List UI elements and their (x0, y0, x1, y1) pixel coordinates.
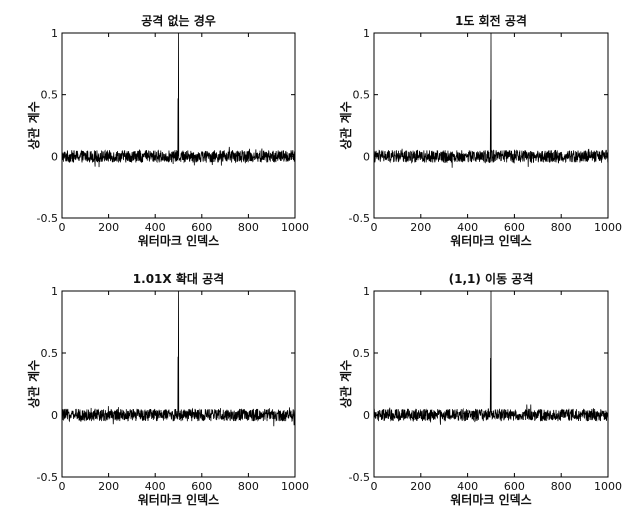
x-tick-label: 0 (371, 221, 378, 234)
x-tick-label: 0 (59, 480, 66, 493)
x-tick-label: 600 (191, 480, 212, 493)
x-tick-label: 800 (238, 221, 259, 234)
series-line (373, 290, 609, 425)
y-tick-label: 1 (51, 285, 58, 298)
chart-title: 공격 없는 경우 (141, 13, 216, 28)
x-axis-label: 워터마크 인덱스 (138, 492, 219, 507)
y-tick-label: 0.5 (41, 347, 59, 360)
y-tick-label: -0.5 (37, 212, 58, 225)
x-tick-label: 0 (371, 480, 378, 493)
chart-panel-4: (1,1) 이동 공격0 200 400 600 800 100010.50-0.5워터마… (338, 271, 622, 507)
y-tick-label: -0.5 (37, 471, 58, 484)
y-axis-label: 상관 계수 (26, 360, 41, 408)
series-line (61, 32, 296, 168)
y-tick-label: 0 (363, 409, 370, 422)
x-axis-label: 워터마크 인덱스 (450, 233, 531, 248)
y-tick-label: -0.5 (349, 212, 370, 225)
x-tick-label: 400 (145, 221, 166, 234)
x-tick-label: 200 (98, 480, 119, 493)
x-tick-label: 800 (551, 221, 572, 234)
x-tick-label: 600 (504, 480, 525, 493)
chart-panel-3: 1.01X 확대 공격0 200 400 600 800 100010.50-0.5워터마… (26, 271, 309, 507)
y-tick-label: 0.5 (353, 347, 371, 360)
x-tick-label: 200 (410, 221, 431, 234)
x-tick-label: 1000 (281, 221, 309, 234)
y-tick-label: 0 (51, 409, 58, 422)
x-tick-label: 1000 (594, 221, 622, 234)
y-tick-label: 1 (363, 285, 370, 298)
chart-title: 1.01X 확대 공격 (133, 271, 224, 286)
x-tick-label: 200 (410, 480, 431, 493)
y-tick-label: 0 (51, 150, 58, 163)
y-tick-label: 0.5 (41, 89, 59, 102)
x-tick-label: 1000 (281, 480, 309, 493)
x-tick-label: 1000 (594, 480, 622, 493)
y-tick-label: 1 (363, 27, 370, 40)
y-axis-label: 상관 계수 (26, 101, 41, 149)
y-tick-label: 1 (51, 27, 58, 40)
y-tick-label: 0 (363, 150, 370, 163)
x-axis-label: 워터마크 인덱스 (138, 233, 219, 248)
x-tick-label: 400 (145, 480, 166, 493)
series-line (373, 32, 609, 168)
chart-title: 1도 회전 공격 (455, 13, 527, 28)
x-tick-label: 400 (457, 221, 478, 234)
x-tick-label: 800 (551, 480, 572, 493)
x-tick-label: 600 (191, 221, 212, 234)
chart-title: (1,1) 이동 공격 (449, 271, 534, 286)
x-tick-label: 200 (98, 221, 119, 234)
x-tick-label: 600 (504, 221, 525, 234)
y-axis-label: 상관 계수 (338, 360, 353, 408)
x-tick-label: 400 (457, 480, 478, 493)
y-axis-label: 상관 계수 (338, 101, 353, 149)
series-line (61, 290, 296, 427)
x-tick-label: 800 (238, 480, 259, 493)
x-tick-label: 0 (59, 221, 66, 234)
x-axis-label: 워터마크 인덱스 (450, 492, 531, 507)
y-tick-label: 0.5 (353, 89, 371, 102)
y-tick-label: -0.5 (349, 471, 370, 484)
